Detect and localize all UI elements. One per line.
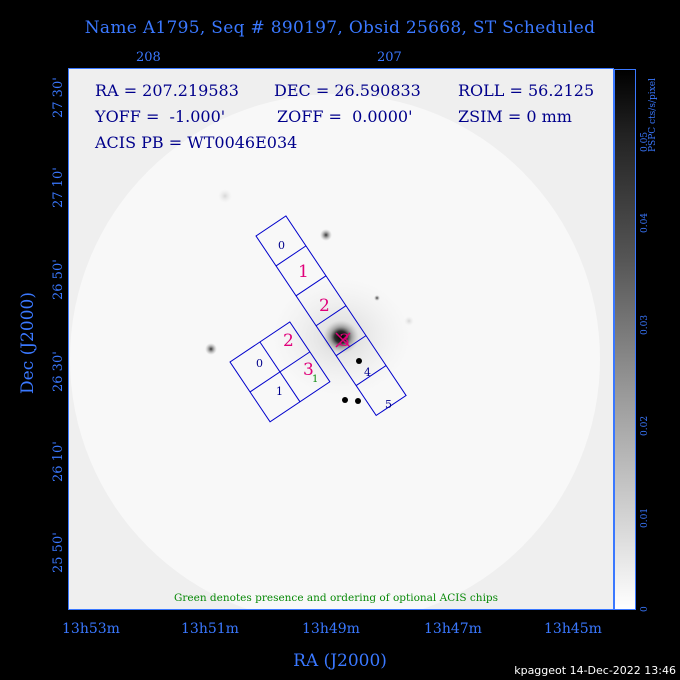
ra-axis-label: RA (J2000) bbox=[293, 651, 387, 671]
dec-tick-25-50: 25 50' bbox=[51, 532, 66, 573]
acis-s-array bbox=[255, 215, 407, 417]
colorbar-tick: 0.03 bbox=[640, 314, 650, 335]
colorbar-label: PSPC cts/s/pixel bbox=[648, 78, 658, 152]
optional-chip-label: 1 bbox=[312, 374, 319, 385]
point-source bbox=[320, 229, 332, 241]
acis-i2-label: 2 bbox=[283, 331, 294, 351]
top-ra-tick-208: 208 bbox=[136, 50, 161, 65]
observation-title: Name A1795, Seq # 890197, Obsid 25668, S… bbox=[84, 18, 596, 38]
dec-tick-26-30: 26 30' bbox=[51, 351, 66, 392]
dec-tick-26-10: 26 10' bbox=[51, 441, 66, 482]
aimpoint-marker bbox=[335, 332, 351, 348]
dec-tick-26-50: 26 50' bbox=[51, 259, 66, 300]
dec-axis-label: Dec (J2000) bbox=[18, 292, 38, 394]
zoff-value: ZOFF = 0.0000' bbox=[277, 107, 413, 126]
ra-tick-13h51m: 13h51m bbox=[181, 621, 239, 637]
top-ra-tick-207: 207 bbox=[377, 50, 402, 65]
ra-tick-13h45m: 13h45m bbox=[544, 621, 602, 637]
acis-i1-label: 1 bbox=[276, 385, 283, 398]
zsim-value: ZSIM = 0 mm bbox=[458, 107, 572, 126]
colorbar-tick: 0.04 bbox=[640, 212, 650, 233]
acis-s1-label: 1 bbox=[298, 262, 309, 282]
roll-value: ROLL = 56.2125 bbox=[458, 81, 595, 100]
point-source bbox=[205, 343, 217, 355]
sky-image-svg bbox=[69, 69, 614, 610]
acis-i3-label: 3 bbox=[303, 360, 314, 380]
acis-s0-label: 0 bbox=[278, 239, 285, 252]
colorbar-tick: 0.02 bbox=[640, 415, 650, 436]
ra-tick-13h49m: 13h49m bbox=[302, 621, 360, 637]
ra-value: RA = 207.219583 bbox=[95, 81, 239, 100]
acis-s3-label: 3 bbox=[339, 331, 350, 351]
colorbar-tick: 0 bbox=[640, 606, 650, 612]
footer-timestamp: kpaggeot 14-Dec-2022 13:46 bbox=[514, 664, 676, 677]
acis-pb-value: ACIS PB = WT0046E034 bbox=[95, 133, 298, 152]
dec-value: DEC = 26.590833 bbox=[274, 81, 421, 100]
ra-tick-13h53m: 13h53m bbox=[62, 621, 120, 637]
optional-chips-note: Green denotes presence and ordering of o… bbox=[174, 592, 499, 604]
point-source bbox=[404, 316, 414, 326]
dec-tick-27-30: 27 30' bbox=[51, 77, 66, 118]
dec-tick-27-10: 27 10' bbox=[51, 167, 66, 208]
sky-image: RA = 207.219583 DEC = 26.590833 ROLL = 5… bbox=[69, 69, 614, 610]
acis-i0-label: 0 bbox=[256, 357, 263, 370]
acis-s2-label: 2 bbox=[319, 296, 330, 316]
colorbar bbox=[614, 69, 636, 610]
ra-tick-13h47m: 13h47m bbox=[424, 621, 482, 637]
point-source bbox=[342, 397, 348, 403]
point-source bbox=[218, 189, 232, 203]
colorbar-tick: 0.01 bbox=[640, 507, 650, 528]
acis-i-array bbox=[229, 321, 331, 423]
yoff-value: YOFF = -1.000' bbox=[95, 107, 226, 126]
point-source bbox=[355, 398, 361, 404]
point-source bbox=[356, 358, 362, 364]
point-source bbox=[374, 295, 380, 301]
acis-s4-label: 4 bbox=[364, 366, 371, 379]
acis-s5-label: 5 bbox=[385, 398, 392, 411]
